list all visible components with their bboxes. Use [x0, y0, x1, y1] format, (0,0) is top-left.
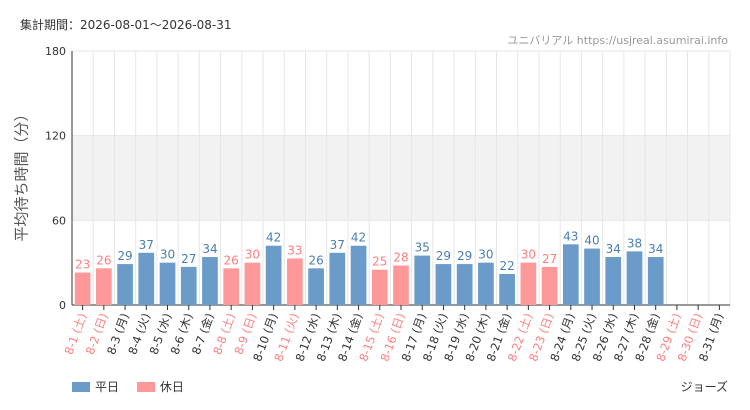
- y-axis-label: 平均待ち時間（分）: [13, 106, 31, 241]
- y-tick-label: 120: [45, 130, 66, 143]
- bar: [138, 252, 155, 305]
- bar: [265, 245, 282, 305]
- bar: [414, 255, 431, 305]
- bar-value-label: 27: [542, 252, 557, 266]
- bar-value-label: 43: [563, 229, 578, 243]
- bar-value-label: 40: [584, 234, 599, 248]
- bar-value-label: 42: [266, 231, 281, 245]
- legend: 平日 休日: [72, 378, 198, 395]
- y-tick-label: 0: [59, 299, 66, 312]
- bar-value-label: 37: [139, 238, 154, 252]
- legend-swatch-weekday: [72, 382, 90, 392]
- bar: [499, 273, 515, 305]
- bar: [435, 264, 452, 305]
- y-axis-label-text: 平均待ち時間（分）: [13, 106, 31, 241]
- source-credit[interactable]: ユニバリアル https://usjreal.asumirai.info: [507, 34, 728, 47]
- legend-item-weekday[interactable]: 平日: [72, 378, 119, 395]
- attraction-name: ジョーズ: [680, 380, 728, 394]
- bar-value-label: 34: [606, 242, 621, 256]
- bar-value-label: 25: [372, 255, 387, 269]
- bar: [626, 251, 643, 305]
- bar-value-label: 35: [415, 241, 430, 255]
- bar-value-label: 27: [181, 252, 196, 266]
- period-label: 集計期間：2026-08-01〜2026-08-31: [20, 18, 232, 32]
- y-tick-label: 60: [52, 214, 66, 227]
- bar: [287, 258, 303, 305]
- bar: [223, 268, 240, 305]
- bar-value-label: 26: [224, 253, 239, 267]
- legend-item-holiday[interactable]: 休日: [136, 378, 184, 395]
- bar-value-label: 37: [330, 238, 345, 252]
- legend-swatch-holiday: [136, 382, 155, 392]
- bar-value-label: 26: [308, 253, 323, 267]
- bar-value-label: 42: [351, 231, 366, 245]
- bar-value-label: 34: [648, 242, 663, 256]
- bar: [202, 257, 218, 305]
- bar: [308, 268, 324, 305]
- bar: [562, 244, 579, 305]
- bar-value-label: 29: [117, 249, 132, 263]
- bar: [244, 262, 261, 305]
- bar: [478, 262, 494, 305]
- bar: [350, 245, 367, 305]
- bar: [117, 264, 133, 305]
- bar: [456, 264, 473, 305]
- bar: [541, 266, 558, 305]
- bar: [329, 252, 346, 305]
- bar-value-label: 29: [457, 249, 472, 263]
- bar-value-label: 33: [287, 243, 302, 257]
- bar-value-label: 28: [393, 250, 408, 264]
- bar: [159, 262, 176, 305]
- bar-value-label: 38: [627, 236, 642, 250]
- y-tick-label: 180: [45, 45, 66, 58]
- legend-label-weekday: 平日: [95, 380, 120, 394]
- bar-value-label: 30: [160, 248, 175, 262]
- bar-value-label: 22: [499, 259, 514, 273]
- bar-value-label: 30: [478, 248, 493, 262]
- bar: [584, 248, 600, 305]
- bar-value-label: 23: [75, 258, 90, 272]
- band-60-120: [72, 135, 730, 221]
- bar: [647, 257, 664, 305]
- bar-value-label: 30: [245, 248, 260, 262]
- bar: [74, 272, 91, 305]
- bar-value-label: 30: [521, 248, 536, 262]
- legend-label-holiday: 休日: [159, 380, 184, 394]
- bar-value-label: 29: [436, 249, 451, 263]
- bar: [95, 268, 112, 305]
- bar-value-label: 34: [202, 242, 217, 256]
- bar: [520, 262, 537, 305]
- bar: [371, 269, 388, 305]
- bar: [605, 257, 622, 305]
- bar: [393, 265, 409, 305]
- bar-value-label: 26: [96, 253, 111, 267]
- bar: [180, 266, 197, 305]
